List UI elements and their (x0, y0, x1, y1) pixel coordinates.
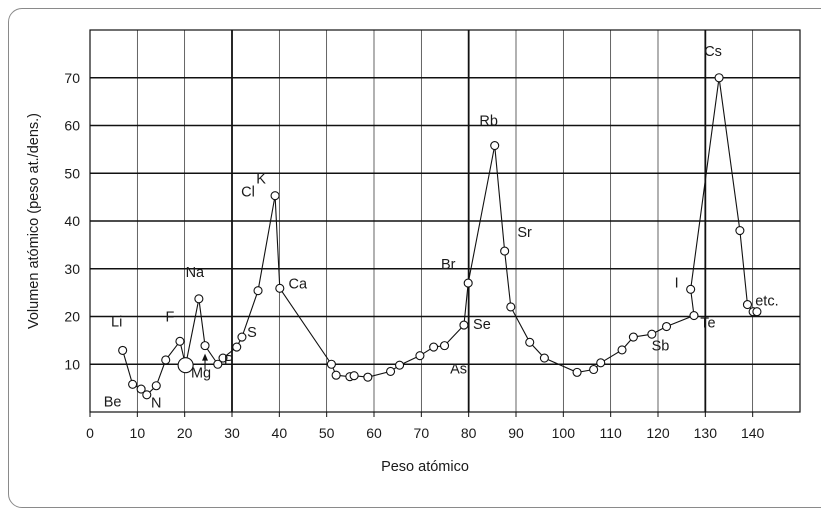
x-tick-label: 100 (552, 425, 576, 441)
y-tick-label: 50 (64, 165, 80, 181)
grid (90, 30, 800, 412)
element-label-S: S (247, 325, 257, 341)
data-point (151, 381, 161, 391)
data-point (439, 341, 450, 351)
element-labels: Li Be N F Na Mg Cl PS K Ca As Se Br Rb Sr Sb Te I Cs etc. (104, 44, 779, 412)
element-label-Se: Se (473, 317, 491, 333)
x-tick-label: 70 (414, 425, 430, 441)
element-label-Br: Br (441, 257, 456, 273)
element-label-etc: etc. (755, 294, 778, 310)
plot-border (89, 29, 801, 413)
data-point (617, 345, 627, 355)
x-tick-label: 120 (646, 425, 670, 441)
axes: 0 10 20 30 40 50 60 70 80 90 100 110 120 130 140 10 20 30… (64, 29, 801, 441)
data-point (270, 191, 280, 201)
element-label-Be: Be (104, 394, 122, 410)
x-tick-label: 0 (86, 425, 94, 441)
data-point (175, 336, 185, 346)
data-point (331, 370, 341, 380)
x-tick-label: 30 (224, 425, 240, 441)
x-tick-label: 110 (600, 425, 623, 441)
x-tick-label: 10 (130, 425, 146, 441)
data-point (177, 357, 194, 374)
data-point (628, 332, 638, 342)
element-label-Mg: Mg (191, 366, 211, 382)
data-point (742, 300, 753, 310)
element-label-Te: Te (700, 316, 715, 332)
data-series (118, 73, 762, 400)
element-label-Sb: Sb (652, 339, 670, 355)
data-point (463, 278, 473, 288)
data-point (232, 342, 242, 352)
data-point (161, 355, 171, 365)
x-tick-label: 80 (461, 425, 477, 441)
atomic-volume-chart: 0 10 20 30 40 50 60 70 80 90 100 110 120 130 140 10 20 30… (26, 29, 801, 475)
x-tick-label: 40 (272, 425, 288, 441)
data-point (386, 366, 396, 376)
data-point (200, 341, 210, 351)
data-point (500, 246, 510, 256)
x-tick-label: 60 (366, 425, 382, 441)
y-tick-label: 30 (64, 261, 80, 277)
data-point (363, 372, 373, 382)
element-label-Rb: Rb (479, 114, 498, 130)
element-label-Cs: Cs (704, 44, 722, 60)
data-point (142, 390, 152, 400)
data-point (136, 384, 146, 394)
data-point (525, 337, 535, 347)
element-label-As: As (450, 362, 467, 378)
data-point (589, 364, 599, 375)
data-point (490, 141, 500, 151)
y-tick-label: 70 (64, 70, 80, 86)
x-tick-label: 50 (319, 425, 335, 441)
data-point (118, 345, 128, 355)
x-axis-label: Peso atómico (381, 459, 469, 475)
element-label-Cl: Cl (241, 185, 255, 201)
data-point (459, 320, 469, 330)
x-tick-label: 130 (694, 425, 718, 441)
data-point (128, 379, 138, 389)
data-point (395, 360, 405, 370)
element-label-Na: Na (186, 265, 205, 281)
data-point (415, 351, 425, 361)
data-point (661, 321, 672, 332)
element-label-N: N (151, 396, 161, 412)
element-label-F: F (166, 309, 175, 325)
data-point (506, 302, 516, 312)
data-point (349, 371, 359, 381)
data-point (429, 342, 439, 352)
data-point (596, 358, 606, 368)
data-point (735, 226, 745, 236)
element-label-Sr: Sr (517, 225, 532, 241)
element-label-I: I (675, 275, 679, 291)
data-point (253, 286, 263, 296)
x-tick-label: 90 (508, 425, 524, 441)
element-label-Li: Li (111, 314, 122, 330)
data-point (714, 73, 724, 83)
data-point (539, 353, 549, 363)
data-point (237, 332, 247, 342)
data-point (194, 294, 204, 304)
element-label-K: K (256, 172, 266, 188)
data-point (647, 329, 657, 339)
data-point (752, 307, 762, 317)
data-point (213, 359, 223, 369)
data-point (326, 359, 336, 369)
y-tick-label: 20 (64, 309, 80, 325)
data-point (686, 284, 696, 294)
data-point (572, 367, 582, 377)
element-label-Ca: Ca (289, 276, 308, 292)
element-label-P: P (224, 353, 234, 369)
y-axis-label: Volumen atómico (peso at./dens.) (26, 113, 42, 329)
y-tick-label: 40 (64, 213, 80, 229)
y-tick-label: 10 (64, 356, 80, 372)
data-point (275, 283, 285, 293)
data-point (689, 310, 699, 321)
x-tick-label: 20 (177, 425, 193, 441)
y-tick-label: 60 (64, 118, 80, 134)
data-point (218, 353, 228, 363)
x-tick-label: 140 (741, 425, 765, 441)
mg-pointer-head (202, 353, 209, 361)
